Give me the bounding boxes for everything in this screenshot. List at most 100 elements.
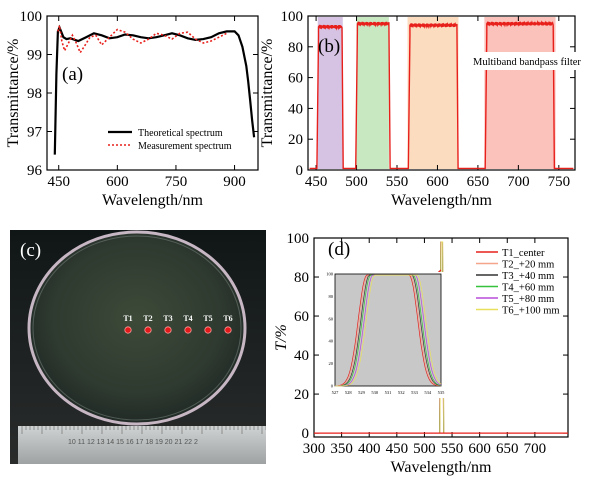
measurement-points: T1 T2 T3 T4 T5 T6 <box>123 314 233 334</box>
x-tick-label: 600 <box>468 441 491 457</box>
inset-y-tick-label: 20 <box>329 361 334 366</box>
x-axis-label: Wavelength/nm <box>391 459 492 476</box>
inset-x-tick-label: 528 <box>345 390 353 395</box>
measurement-point-label: T5 <box>203 314 212 323</box>
legend-label: T6_+100 mm <box>502 306 560 317</box>
legend-label: T5_+80 mm <box>502 294 554 305</box>
inset-y-tick-label: 60 <box>329 316 334 321</box>
y-tick-label: 60 <box>294 309 309 325</box>
inset-y-tick-label: 80 <box>329 294 334 299</box>
x-tick-label: 650 <box>496 441 519 457</box>
y-tick-label: 100 <box>281 9 304 25</box>
inset-x-tick-label: 527 <box>332 390 340 395</box>
y-axis-label: T/% <box>273 324 290 351</box>
ruler-numbers: 10 11 12 13 14 15 16 17 18 19 20 21 22 2 <box>68 439 198 446</box>
x-tick-label: 550 <box>386 174 409 190</box>
measurement-point-marker <box>124 326 132 334</box>
y-tick-label: 80 <box>294 270 309 286</box>
measurement-point-label: T1 <box>123 314 132 323</box>
y-tick-label: 40 <box>288 101 303 117</box>
passband-shading <box>407 17 459 169</box>
inset-x-tick-label: 535 <box>438 390 446 395</box>
x-tick-label: 650 <box>467 174 490 190</box>
transmittance-line <box>309 19 574 170</box>
theoretical-spectrum-line <box>53 24 256 155</box>
x-tick-label: 750 <box>165 174 188 190</box>
plot-frame <box>307 15 576 171</box>
x-tick-label: 300 <box>303 441 326 457</box>
panel-a-label: (a) <box>62 64 83 85</box>
x-tick-label: 450 <box>305 174 328 190</box>
y-tick-label: 0 <box>302 426 310 442</box>
inset-x-tick-label: 531 <box>385 390 392 395</box>
y-tick-label: 97 <box>27 125 43 141</box>
passband-shading <box>484 17 556 169</box>
legend-label: T1_center <box>502 248 545 259</box>
panel-c-label: (c) <box>20 240 41 261</box>
legend-label: Theoretical spectrum <box>138 128 223 139</box>
annotation-text: Multiband bandpass filter <box>473 57 581 68</box>
y-tick-label: 100 <box>20 9 43 25</box>
measurement-point-label: T2 <box>143 314 152 323</box>
panel-d-label: (d) <box>328 239 350 260</box>
x-tick-label: 500 <box>413 441 436 457</box>
inset-y-tick-label: 100 <box>326 272 334 277</box>
inset-x-tick-label: 533 <box>411 390 419 395</box>
measurement-point-marker <box>184 326 192 334</box>
y-tick-label: 0 <box>296 163 304 179</box>
legend-label: T3_+40 mm <box>502 271 554 282</box>
legend-label: Measurement spectrum <box>138 141 232 152</box>
legend-label: T2_+20 mm <box>502 260 554 271</box>
x-tick-label: 900 <box>223 174 246 190</box>
x-tick-label: 550 <box>441 441 464 457</box>
y-tick-label: 80 <box>288 40 303 56</box>
inset-x-tick-label: 530 <box>371 390 379 395</box>
x-axis-label: Wavelength/nm <box>391 192 492 209</box>
panel-b-label: (b) <box>318 36 340 57</box>
inset-x-tick-label: 534 <box>424 390 432 395</box>
measurement-point-marker <box>224 326 232 334</box>
annotation-box <box>470 52 586 70</box>
legend-label: T4_+60 mm <box>502 283 554 294</box>
panel-d-chart: 300 350 400 450 500 550 600 650 700020406080100W… <box>273 231 569 476</box>
y-tick-label: 96 <box>27 163 43 179</box>
measurement-point-label: T4 <box>183 314 192 323</box>
y-tick-label: 98 <box>27 86 42 102</box>
y-tick-label: 60 <box>288 71 303 87</box>
measurement-point-marker <box>204 326 212 334</box>
x-tick-label: 750 <box>548 174 571 190</box>
inset-x-tick-label: 529 <box>358 390 366 395</box>
x-tick-label: 600 <box>426 174 449 190</box>
measurement-point-marker <box>164 326 172 334</box>
measurement-spectrum-line <box>57 25 228 55</box>
y-tick-label: 99 <box>27 48 42 64</box>
y-tick-label: 40 <box>294 348 309 364</box>
x-tick-label: 450 <box>386 441 409 457</box>
y-tick-label: 20 <box>294 387 309 403</box>
y-tick-label: 20 <box>288 132 303 148</box>
x-axis-label: Wavelength/nm <box>102 192 203 209</box>
inset-series-line <box>335 274 442 387</box>
passband-shading <box>317 17 343 169</box>
x-tick-label: 700 <box>507 174 530 190</box>
x-tick-label: 350 <box>330 441 353 457</box>
measurement-point-label: T6 <box>223 314 232 323</box>
passband-shading <box>356 17 389 169</box>
panel-a-chart: 450 600 750 900 96 97 98 99 100 Wavelength/nm Tran… <box>5 9 259 209</box>
x-tick-label: 450 <box>47 174 70 190</box>
y-axis-label: Transmittance/% <box>5 39 22 148</box>
measurement-point-label: T3 <box>163 314 172 323</box>
x-tick-label: 400 <box>358 441 381 457</box>
x-tick-label: 500 <box>345 174 368 190</box>
plot-frame <box>313 237 569 438</box>
y-axis-label: Transmittance/% <box>259 39 276 148</box>
inset-y-tick-label: 0 <box>331 384 334 389</box>
x-tick-label: 600 <box>106 174 129 190</box>
x-tick-label: 700 <box>524 441 547 457</box>
inset-y-tick-label: 40 <box>329 339 334 344</box>
filter-disk <box>27 230 247 426</box>
inset-x-tick-label: 532 <box>398 390 405 395</box>
panel-b-chart: 450 500 550 600 650 700 750 0 20 40 60 80 100 Wavelen… <box>259 9 586 209</box>
ruler-ticks <box>21 426 266 434</box>
